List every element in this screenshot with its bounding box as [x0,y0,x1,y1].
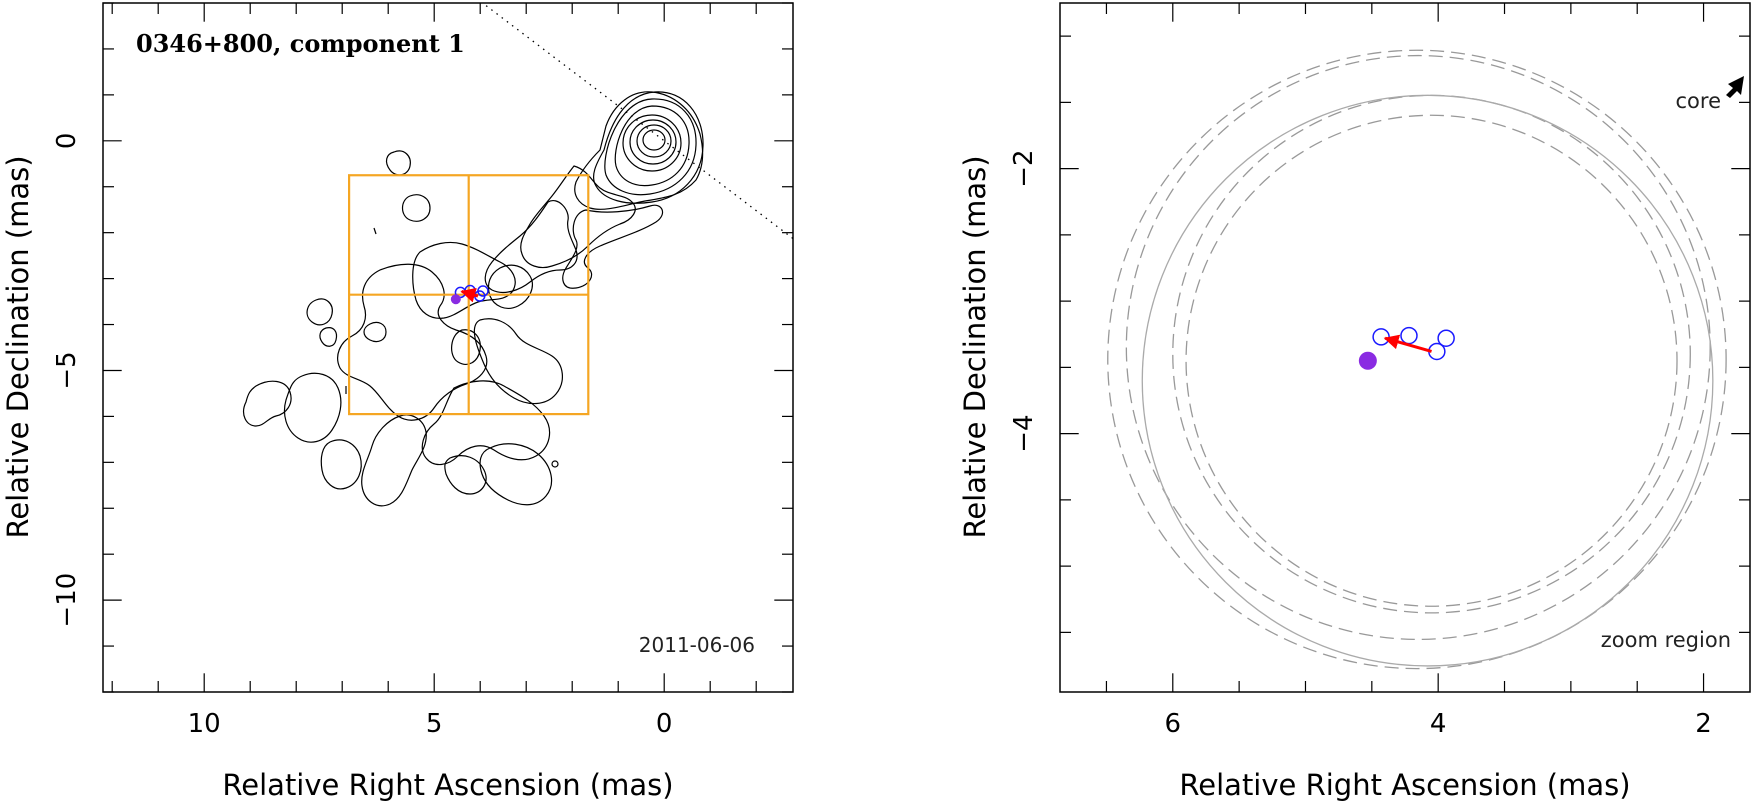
uncertainty-circle [1141,94,1714,667]
right-xtick-label: 6 [1165,709,1182,739]
left-plot-frame [102,2,794,693]
right-motion-vector [1383,334,1432,353]
outer-contour-18 [373,227,377,235]
left-xtick-label: 0 [656,709,673,739]
right-component-marker [1400,326,1418,345]
outer-contour-10 [401,194,431,222]
left-ylabel: Relative Declination (mas) [1,155,35,538]
outer-contour-5 [361,414,427,507]
left-component-marker [477,285,489,297]
jet-contour-3 [520,165,636,269]
outer-contour-6 [444,455,487,495]
outer-contour-13 [320,439,362,490]
uncertainty-circle [1125,54,1711,641]
uncertainty-circle [1172,94,1691,614]
left-xtick-label: 5 [426,709,443,739]
core-annotation: core [1676,89,1722,113]
right-xtick-label: 2 [1695,709,1712,739]
left-markers [450,284,489,305]
outer-contour-12 [243,380,292,427]
jet-contour-2 [562,204,664,289]
uncertainty-circle [1185,114,1678,607]
right-markers [1358,326,1455,370]
left-title: 0346+800, component 1 [136,29,465,58]
right-panel: 6 4 2 −2 −4 core zoom region Relative Right … [958,2,1751,802]
core-direction-arrow-icon [1726,76,1744,98]
outer-contour-8 [283,372,342,443]
outer-contour-16 [551,460,559,468]
outer-contour-4 [451,329,481,365]
left-motion-vector [460,287,479,303]
right-component-marker [1372,328,1390,346]
left-core-line [481,3,793,240]
core-contour-5 [614,105,690,187]
left-ytick-label: −10 [52,573,82,628]
core-contour-3 [629,119,677,165]
left-xlabel: Relative Right Ascension (mas) [222,768,673,802]
jet-contour-5 [412,241,516,319]
right-ytick-label: −2 [1009,149,1039,187]
outer-contour-11 [385,150,411,176]
outer-contour-7 [479,443,553,506]
zoom-region-annotation: zoom region [1601,628,1731,652]
right-component-marker [1437,329,1455,347]
right-xlabel: Relative Right Ascension (mas) [1179,768,1630,802]
right-uncertainty-circles [1107,49,1727,670]
left-filled-marker [450,294,461,305]
left-panel: 10 5 0 0 −5 −10 0346+800, component 1 2011-06… [1,2,794,802]
core-contour-6 [604,98,697,196]
outer-contour-9 [306,298,333,326]
jet-contour-6 [487,264,533,309]
outer-contour-1 [337,263,488,421]
right-ticks: 6 4 2 −2 −4 [1009,3,1750,739]
outer-contour-2 [421,380,551,466]
outer-contour-15 [319,327,338,347]
left-contour-map [243,91,704,507]
core-contour-4 [622,114,682,172]
core-contour-2 [636,124,672,158]
uncertainty-circle [1107,49,1727,670]
left-ticks: 10 5 0 0 −5 −10 [52,2,793,739]
outer-contour-3 [473,318,563,405]
right-filled-marker [1358,351,1377,370]
right-ytick-label: −4 [1009,414,1039,452]
jet-contour-4 [484,200,578,294]
outer-contour-14 [363,321,387,343]
right-ylabel: Relative Declination (mas) [958,155,992,538]
core-contour-7 [592,91,704,204]
right-plot-frame [1059,2,1751,693]
left-ytick-label: 0 [52,133,82,150]
left-xtick-label: 10 [188,709,221,739]
jet-contour-1 [574,91,704,210]
left-date-label: 2011-06-06 [639,633,755,657]
right-xtick-label: 4 [1430,709,1447,739]
core-contour-1 [642,129,666,151]
left-ytick-label: −5 [52,351,82,389]
